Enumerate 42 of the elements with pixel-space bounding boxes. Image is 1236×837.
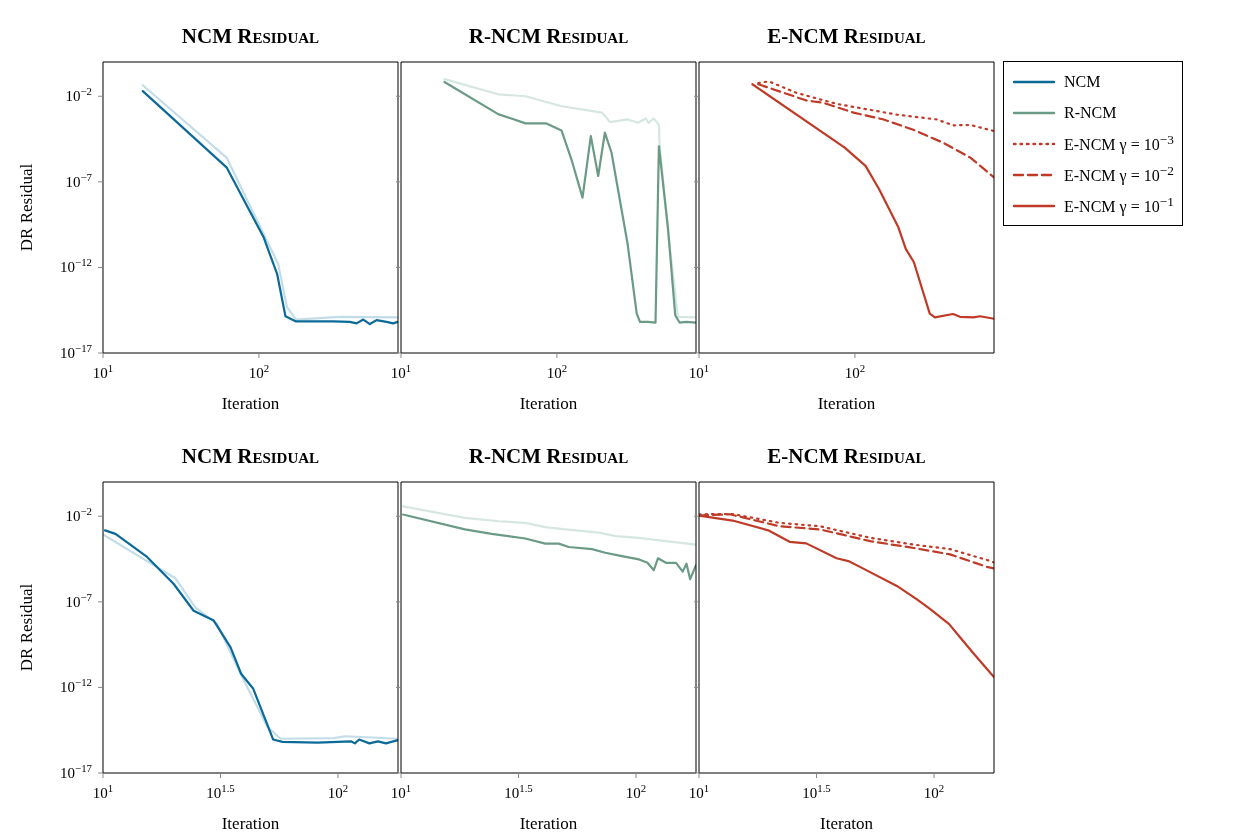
x-tick-label: 10$^{1.5}$ [504,782,533,801]
chart-title: NCM Residual [180,23,321,50]
y-tick-label: 10$^{−7}$ [65,590,93,610]
x-tick-label: 10$^{2}$ [248,362,270,381]
x-axis-title: Iteration [221,394,280,413]
x-axis-title: Iteraton [820,814,874,833]
legend-label: E-NCM γ = 10$^{−3}$ [1064,132,1174,155]
chart-title: E-NCM Residual [766,443,927,470]
x-tick-label: 10$^{2}$ [923,782,945,801]
x-tick-label: 10$^{1}$ [92,782,114,801]
x-axis-title: Iteration [519,814,578,833]
y-axis-title: DR Residual [17,163,37,252]
y-axis-title: DR Residual [17,583,37,672]
chart-title: R-NCM Residual [467,23,630,50]
legend-label: E-NCM γ = 10$^{−1}$ [1064,194,1174,217]
y-tick-label: 10$^{−12}$ [60,676,92,696]
x-axis-title: Iteration [519,394,578,413]
y-tick-label: 10$^{−12}$ [60,256,92,276]
x-tick-label: 10$^{2}$ [327,782,349,801]
legend-label: NCM [1064,72,1101,91]
chart-title: R-NCM Residual [467,443,630,470]
x-tick-label: 10$^{2}$ [844,362,866,381]
x-tick-label: 10$^{1.5}$ [802,782,831,801]
x-tick-label: 10$^{1.5}$ [206,782,235,801]
x-tick-label: 10$^{1}$ [688,362,710,381]
x-tick-label: 10$^{2}$ [546,362,568,381]
y-tick-label: 10$^{−2}$ [65,85,92,105]
x-tick-label: 10$^{1}$ [92,362,114,381]
y-tick-label: 10$^{−7}$ [65,170,93,190]
chart-title: NCM Residual [180,443,321,470]
x-tick-label: 10$^{1}$ [688,782,710,801]
x-tick-label: 10$^{1}$ [390,782,412,801]
x-axis-title: Iteration [817,394,876,413]
x-axis-title: Iteration [221,814,280,833]
y-tick-label: 10$^{−2}$ [65,505,92,525]
x-tick-label: 10$^{1}$ [390,362,412,381]
legend-label: E-NCM γ = 10$^{−2}$ [1064,163,1174,186]
chart-title: E-NCM Residual [766,23,927,50]
y-tick-label: 10$^{−17}$ [60,762,93,781]
legend-label: R-NCM [1064,103,1117,122]
x-tick-label: 10$^{2}$ [625,782,647,801]
y-tick-label: 10$^{−17}$ [60,342,93,361]
